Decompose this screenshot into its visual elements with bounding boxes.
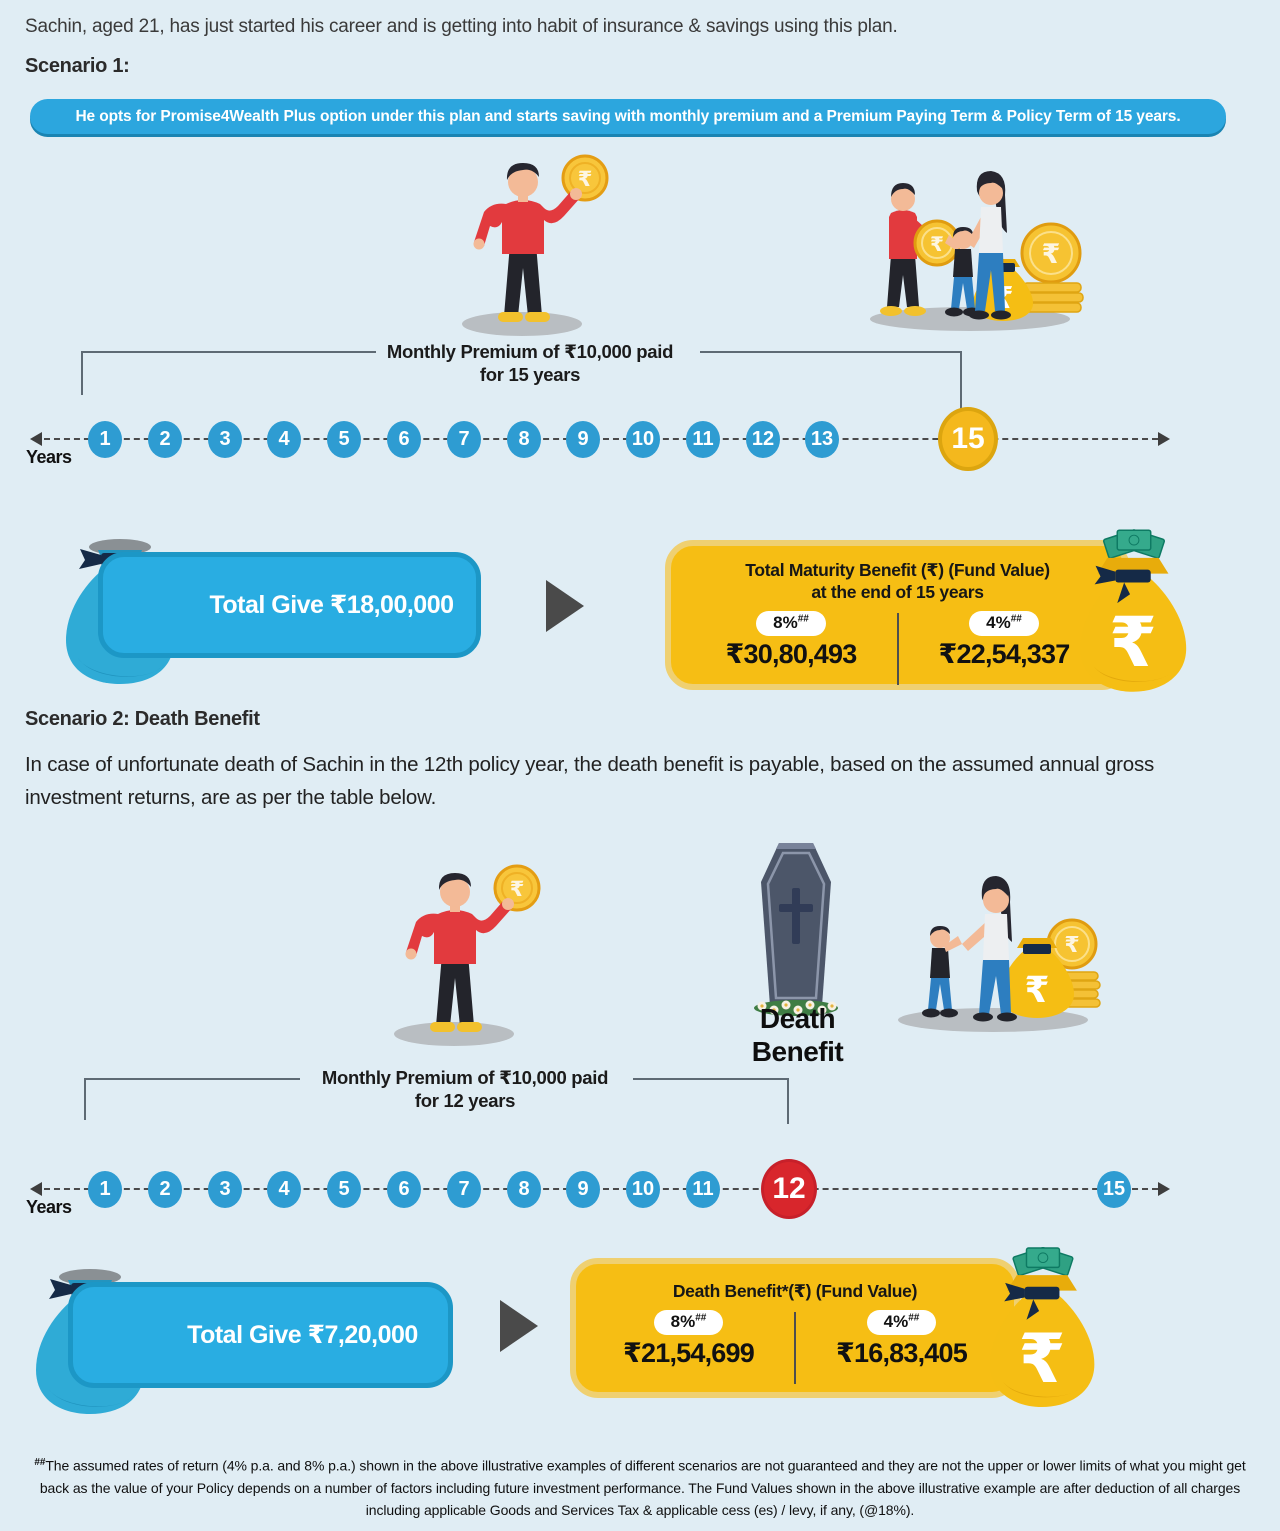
benefit-amount: ₹22,54,337 <box>938 639 1071 669</box>
intro-text: Sachin, aged 21, has just started his ca… <box>25 16 898 37</box>
timeline-axis-label: Years <box>26 447 72 467</box>
rate-value: 8% <box>670 1312 696 1331</box>
rate-footnote-marker: ## <box>695 1312 707 1324</box>
scenario1-heading: Scenario 1: <box>25 55 130 77</box>
premium-label-line1: Monthly Premium of ₹10,000 paid <box>321 1067 609 1088</box>
timeline-right-arrow-icon <box>1158 432 1170 446</box>
gold-money-bag-icon <box>978 1246 1106 1411</box>
divider <box>794 1312 796 1384</box>
connector-line <box>633 1078 789 1080</box>
divider <box>896 613 899 685</box>
timeline-right-arrow-icon <box>1158 1182 1170 1196</box>
rate-pill: 8%## <box>653 1310 724 1335</box>
maturity-benefit-banner: Total Maturity Benefit (₹) (Fund Value) … <box>665 540 1130 690</box>
benefit-title-line2: at the end of 15 years <box>811 582 984 602</box>
benefit-amount: ₹21,54,699 <box>623 1338 755 1368</box>
benefit-title-line1: Death Benefit*(₹) (Fund Value) <box>672 1281 918 1301</box>
rate-pill: 4%## <box>969 611 1039 636</box>
rate-footnote-marker: ## <box>1010 613 1022 625</box>
rate-pill: 8%## <box>756 611 826 636</box>
scenario1-banner: He opts for Promise4Wealth Plus option u… <box>30 99 1226 134</box>
gold-money-bag-icon <box>1068 528 1198 696</box>
timeline-dashed-line <box>44 1188 1158 1190</box>
rate-footnote-marker: ## <box>908 1312 920 1324</box>
death-benefit-label-line2: Benefit <box>751 1036 844 1067</box>
footnote-text: ##The assumed rates of return (4% p.a. a… <box>20 1452 1260 1521</box>
total-give-banner-scenario2: Total Give ₹7,20,000 <box>68 1282 453 1388</box>
benefit-title-line1: Total Maturity Benefit (₹) (Fund Value) <box>745 560 1050 580</box>
benefit-title: Total Maturity Benefit (₹) (Fund Value) … <box>671 559 1124 603</box>
death-benefit-label: Death Benefit <box>715 1002 880 1068</box>
benefit-column-8pct: 8%## ₹30,80,493 <box>694 611 889 670</box>
connector-line <box>81 351 83 395</box>
footnote-body: The assumed rates of return (4% p.a. and… <box>39 1457 1246 1518</box>
connector-line <box>960 351 962 413</box>
coffin-illustration <box>748 840 844 1020</box>
connector-line <box>84 1078 86 1120</box>
connector-line <box>84 1078 300 1080</box>
total-give-banner-scenario1: Total Give ₹18,00,000 <box>98 552 481 658</box>
man-with-coin-illustration <box>440 148 615 338</box>
footnote-marker: ## <box>34 1457 46 1468</box>
rate-value: 8% <box>773 613 798 632</box>
timeline-dashed-line <box>44 438 1158 440</box>
premium-label-scenario1: Monthly Premium of ₹10,000 paid for 15 y… <box>380 340 680 386</box>
benefit-column-4pct: 4%## ₹22,54,337 <box>907 611 1102 670</box>
connector-line <box>81 351 376 353</box>
man-with-coin-illustration <box>372 858 547 1048</box>
death-benefit-banner: Death Benefit*(₹) (Fund Value) 8%## ₹21,… <box>570 1258 1020 1398</box>
rate-footnote-marker: ## <box>797 613 809 625</box>
family-with-savings-illustration <box>845 155 1095 335</box>
connector-line <box>787 1078 789 1124</box>
mother-child-with-savings-illustration <box>888 852 1103 1037</box>
timeline-left-arrow-icon <box>30 1182 42 1196</box>
benefit-title: Death Benefit*(₹) (Fund Value) <box>576 1280 1014 1302</box>
premium-label-line2: for 12 years <box>414 1090 516 1111</box>
benefit-column-8pct: 8%## ₹21,54,699 <box>591 1310 786 1369</box>
premium-label-scenario2: Monthly Premium of ₹10,000 paid for 12 y… <box>315 1066 615 1112</box>
timeline-axis-label: Years <box>26 1197 72 1217</box>
benefit-columns: 8%## ₹21,54,699 4%## ₹16,83,405 <box>576 1310 1014 1384</box>
benefit-column-4pct: 4%## ₹16,83,405 <box>804 1310 999 1369</box>
connector-line <box>700 351 962 353</box>
benefit-amount: ₹30,80,493 <box>725 639 858 669</box>
scenario2-heading: Scenario 2: Death Benefit <box>25 708 260 730</box>
rate-value: 4% <box>986 613 1011 632</box>
premium-label-line2: for 15 years <box>479 364 581 385</box>
timeline-left-arrow-icon <box>30 432 42 446</box>
rate-value: 4% <box>883 1312 909 1331</box>
rate-pill: 4%## <box>866 1310 937 1335</box>
scenario2-description: In case of unfortunate death of Sachin i… <box>25 753 1155 809</box>
death-benefit-label-line1: Death <box>759 1003 836 1034</box>
premium-label-line1: Monthly Premium of ₹10,000 paid <box>386 341 674 362</box>
flow-arrow-icon <box>546 580 584 632</box>
benefit-amount: ₹16,83,405 <box>836 1338 968 1368</box>
benefit-columns: 8%## ₹30,80,493 4%## ₹22,54,337 <box>671 611 1124 685</box>
flow-arrow-icon <box>500 1300 538 1352</box>
